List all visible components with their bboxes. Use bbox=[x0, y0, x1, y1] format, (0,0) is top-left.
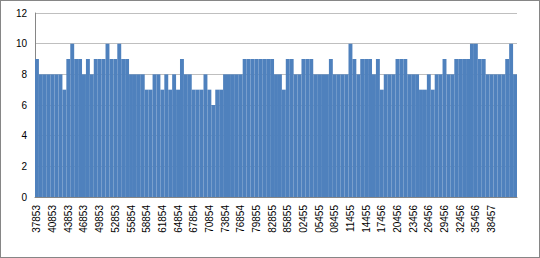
svg-text:40853: 40853 bbox=[47, 205, 58, 233]
svg-text:10: 10 bbox=[16, 38, 28, 49]
svg-text:05455: 05455 bbox=[314, 205, 325, 233]
svg-text:49853: 49853 bbox=[94, 205, 105, 233]
svg-text:0: 0 bbox=[21, 192, 27, 203]
svg-text:64854: 64854 bbox=[173, 205, 184, 233]
svg-text:79855: 79855 bbox=[251, 205, 262, 233]
svg-text:20456: 20456 bbox=[392, 205, 403, 233]
svg-text:32456: 32456 bbox=[455, 205, 466, 233]
svg-text:73854: 73854 bbox=[220, 205, 231, 233]
svg-text:6: 6 bbox=[21, 100, 27, 111]
svg-text:29456: 29456 bbox=[439, 205, 450, 233]
svg-text:11455: 11455 bbox=[345, 205, 356, 233]
svg-text:35456: 35456 bbox=[470, 205, 481, 233]
svg-text:82855: 82855 bbox=[267, 205, 278, 233]
svg-text:70854: 70854 bbox=[204, 205, 215, 233]
svg-text:02455: 02455 bbox=[298, 205, 309, 233]
svg-text:61854: 61854 bbox=[157, 205, 168, 233]
svg-text:43853: 43853 bbox=[63, 205, 74, 233]
svg-text:52853: 52853 bbox=[110, 205, 121, 233]
svg-text:08455: 08455 bbox=[329, 205, 340, 233]
svg-text:38457: 38457 bbox=[486, 205, 497, 233]
svg-text:58854: 58854 bbox=[141, 205, 152, 233]
svg-text:17456: 17456 bbox=[376, 205, 387, 233]
svg-text:55854: 55854 bbox=[126, 205, 137, 233]
svg-text:12: 12 bbox=[16, 8, 28, 19]
svg-text:2: 2 bbox=[21, 161, 27, 172]
svg-text:37853: 37853 bbox=[31, 205, 42, 233]
svg-text:14455: 14455 bbox=[361, 205, 372, 233]
svg-text:85855: 85855 bbox=[282, 205, 293, 233]
svg-text:8: 8 bbox=[21, 69, 27, 80]
svg-text:46853: 46853 bbox=[78, 205, 89, 233]
svg-text:26456: 26456 bbox=[423, 205, 434, 233]
svg-text:4: 4 bbox=[21, 130, 27, 141]
svg-text:76854: 76854 bbox=[235, 205, 246, 233]
svg-text:67854: 67854 bbox=[188, 205, 199, 233]
svg-text:23456: 23456 bbox=[408, 205, 419, 233]
